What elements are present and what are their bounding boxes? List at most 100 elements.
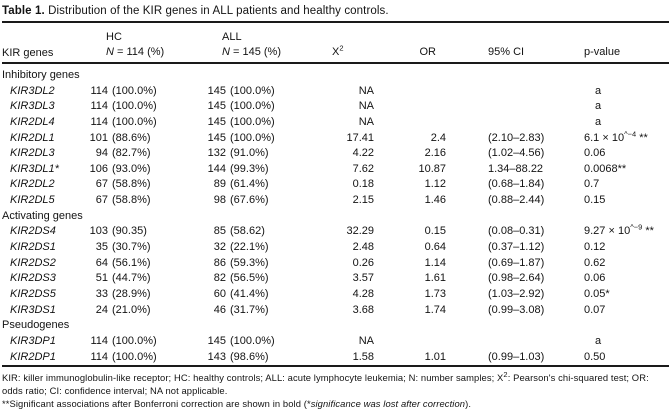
table-header: KIR genes HC N = 114 (%) ALL N = 145 (%)…: [2, 23, 669, 62]
hc-count: 114: [90, 115, 108, 128]
p-value-cell: 0.7: [584, 177, 669, 193]
header-hc-line2: N = 114 (%): [106, 45, 206, 60]
footnote-abbreviations: KIR: killer immunoglobulin-like receptor…: [2, 371, 665, 397]
table-footnotes: KIR: killer immunoglobulin-like receptor…: [2, 367, 669, 410]
all-percent: (100.0%): [230, 100, 275, 113]
gene-name: KIR2DL4: [10, 115, 55, 128]
gene-name: KIR3DL1*: [10, 162, 59, 175]
table-row: KIR2DL4 114 (100.0%) 145 (100.0%) NA a: [2, 115, 669, 131]
all-count: 145: [207, 334, 226, 347]
all-percent: (100.0%): [230, 115, 275, 128]
all-percent: (91.0%): [230, 147, 269, 160]
all-cell: 132 (91.0%): [206, 146, 330, 162]
table-row: KIR2DS1 35 (30.7%) 32 (22.1%) 2.48 0.64 (0.37–1…: [2, 240, 669, 256]
table-row: KIR2DL3 94 (82.7%) 132 (91.0%) 4.22 2.16 (1.02–…: [2, 146, 669, 162]
hc-cell: 67 (58.8%): [88, 193, 206, 209]
rule-header: [2, 62, 669, 64]
or-value: 2.16: [424, 147, 446, 160]
table-row: KIR2DS3 51 (44.7%) 82 (56.5%) 3.57 1.61 (0.98–2…: [2, 271, 669, 287]
p-value-cell: 0.07: [584, 303, 669, 319]
or-value: 10.87: [418, 162, 446, 175]
hc-percent: (100.0%): [112, 84, 157, 97]
hc-cell: 33 (28.9%): [88, 287, 206, 303]
all-percent: (58.62): [230, 225, 265, 238]
all-count: 145: [207, 84, 226, 97]
header-or: OR: [419, 45, 437, 58]
gene-name: KIR3DS1: [10, 303, 56, 316]
hc-count: 101: [89, 131, 108, 144]
hc-percent: (56.1%): [112, 256, 151, 269]
hc-cell: 51 (44.7%): [88, 271, 206, 287]
hc-count: 51: [95, 272, 108, 285]
chi-squared-value: 0.26: [352, 256, 374, 269]
hc-percent: (28.9%): [112, 287, 151, 300]
gene-name: KIR2DS1: [10, 241, 56, 254]
chi-squared-value: 3.68: [352, 303, 374, 316]
all-count: 85: [213, 225, 226, 238]
hc-percent: (88.6%): [112, 131, 151, 144]
gene-name: KIR3DL2: [10, 84, 55, 97]
p-value-exponent: ^−9: [630, 222, 643, 232]
all-count: 145: [207, 115, 226, 128]
header-ci: 95% CI: [488, 45, 525, 58]
gene-name: KIR3DP1: [10, 334, 56, 347]
section-row: Pseudogenes: [2, 318, 669, 334]
all-percent: (41.4%): [230, 287, 269, 300]
footnote1-sup: 2: [503, 370, 508, 380]
ci-value: (0.69–1.87): [488, 256, 545, 269]
p-value: 9.27 × 10: [584, 225, 631, 238]
hc-count: 24: [95, 303, 108, 316]
hc-percent: (30.7%): [112, 241, 151, 254]
all-percent: (98.6%): [230, 350, 269, 363]
all-cell: 145 (100.0%): [206, 334, 330, 350]
p-value: a: [595, 100, 602, 113]
or-value: 1.01: [424, 350, 446, 363]
chi-squared-value: 0.18: [352, 178, 374, 191]
chi-squared-value: NA: [358, 100, 374, 113]
all-cell: 86 (59.3%): [206, 256, 330, 272]
hc-cell: 35 (30.7%): [88, 240, 206, 256]
ci-value: (0.99–3.08): [488, 303, 545, 316]
p-value-cell: a: [584, 84, 669, 100]
footnote1-part-b: : Pearson's chi-squared test; OR: odds r…: [2, 372, 649, 397]
all-cell: 98 (67.6%): [206, 193, 330, 209]
hc-cell: 114 (100.0%): [88, 115, 206, 131]
gene-name: KIR3DL3: [10, 100, 55, 113]
footnote2-italic: significance was lost after correction: [310, 398, 466, 410]
gene-name: KIR2DS4: [10, 225, 56, 238]
table-row: KIR3DL3 114 (100.0%) 145 (100.0%) NA a: [2, 99, 669, 115]
hc-percent: (90.35): [112, 225, 147, 238]
all-percent: (22.1%): [230, 241, 269, 254]
p-value-significance: **: [642, 225, 654, 238]
all-count: 145: [207, 131, 226, 144]
rule-top: [2, 21, 669, 23]
gene-name: KIR2DL1: [10, 131, 55, 144]
all-cell: 143 (98.6%): [206, 350, 330, 366]
section-label: Activating genes: [2, 209, 83, 222]
hc-cell: 101 (88.6%): [88, 131, 206, 147]
p-value-cell: a: [584, 99, 669, 115]
header-chi-squared: X2: [330, 42, 374, 60]
hc-count: 114: [90, 84, 108, 97]
p-value-cell: 0.15: [584, 193, 669, 209]
ci-value: (1.03–2.92): [488, 287, 545, 300]
p-value: a: [595, 115, 602, 128]
p-value: 0.06: [584, 272, 606, 285]
table-row: KIR2DP1 114 (100.0%) 143 (98.6%) 1.58 1.01 (0.9…: [2, 350, 669, 366]
ci-value: (0.37–1.12): [488, 241, 545, 254]
hc-count: 114: [90, 100, 108, 113]
header-x2-sup: 2: [339, 42, 344, 52]
all-percent: (31.7%): [230, 303, 269, 316]
hc-percent: (100.0%): [112, 115, 157, 128]
p-value: a: [595, 84, 602, 97]
all-percent: (67.6%): [230, 194, 269, 207]
hc-cell: 67 (58.8%): [88, 177, 206, 193]
all-percent: (100.0%): [230, 84, 275, 97]
header-x2-base: X: [332, 45, 340, 58]
or-value: 1.46: [424, 194, 446, 207]
header-all-n: N: [222, 45, 230, 58]
or-value: 1.14: [424, 256, 446, 269]
hc-percent: (44.7%): [112, 272, 151, 285]
table-row: KIR2DL5 67 (58.8%) 98 (67.6%) 2.15 1.46 (0.88–2…: [2, 193, 669, 209]
